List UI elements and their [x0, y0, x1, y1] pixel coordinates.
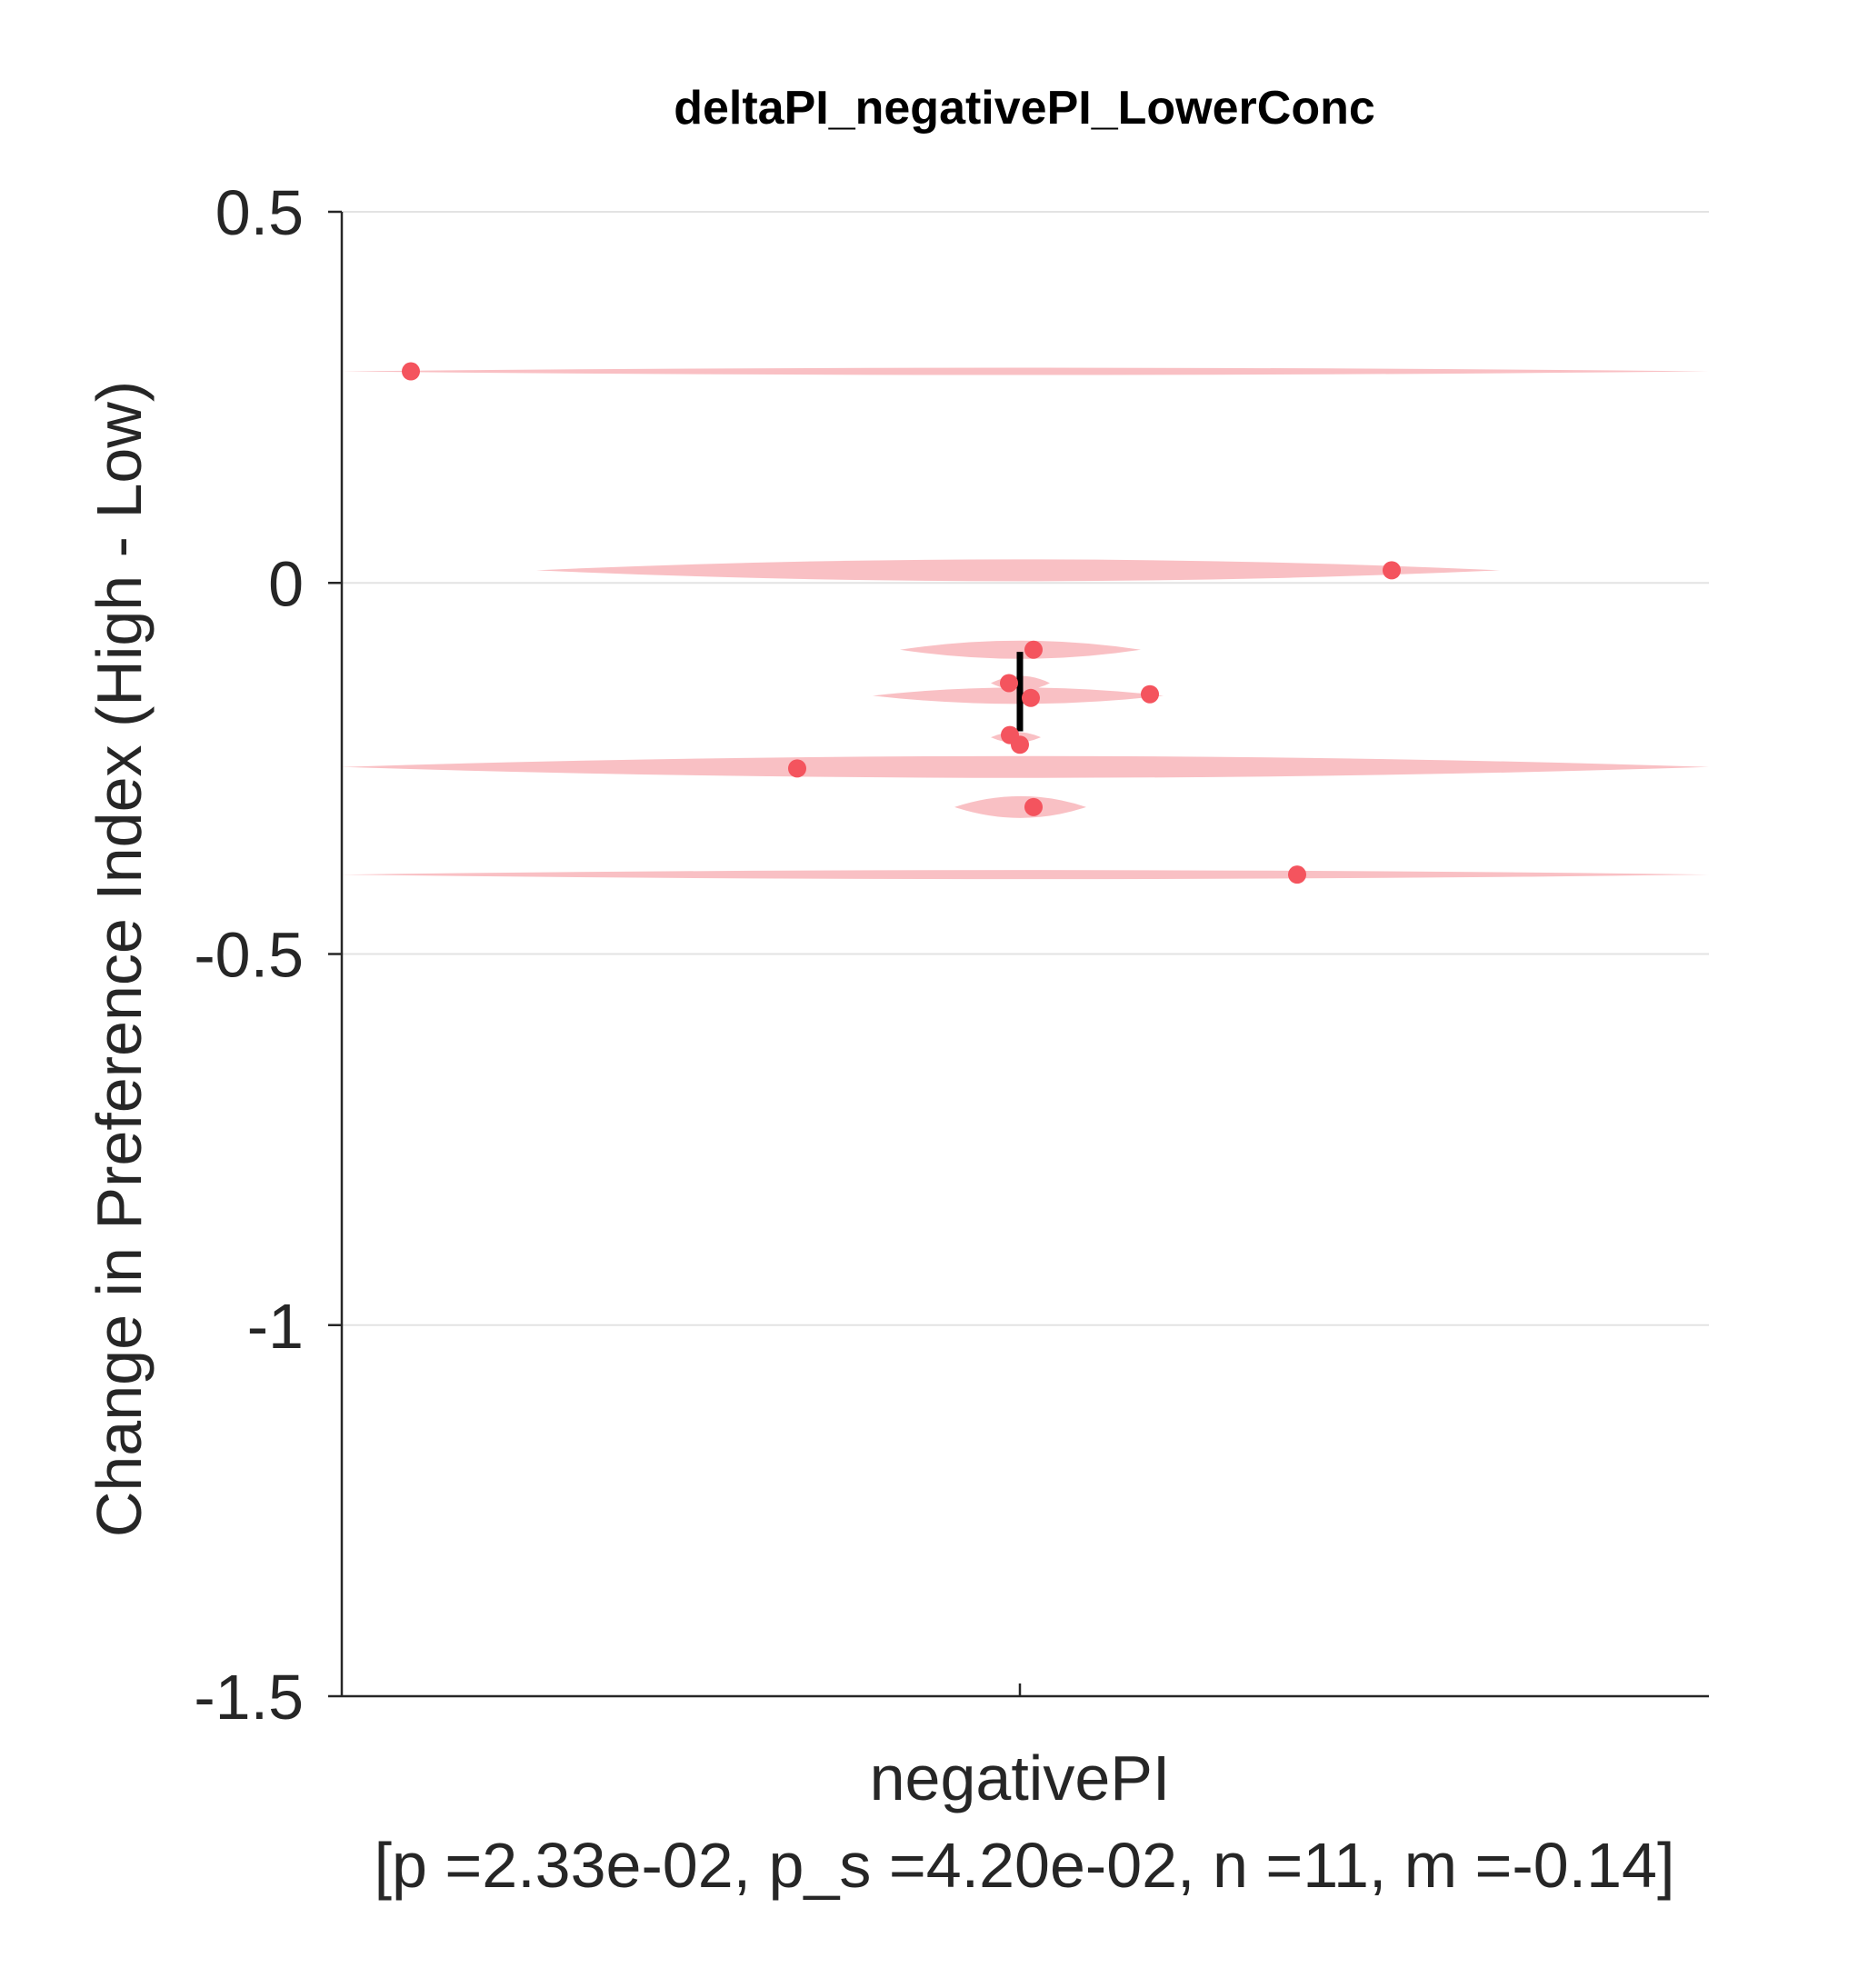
x-category-label: negativePI [870, 1743, 1171, 1813]
data-points [402, 362, 1401, 884]
y-tick-label: 0.5 [215, 177, 304, 248]
x-stats-label: [p =2.33e-02, p_s =4.20e-02, n =11, m =-… [375, 1830, 1675, 1901]
data-point [1024, 640, 1043, 659]
data-point [788, 759, 806, 778]
violin-shape [900, 640, 1141, 659]
violin-shape [536, 559, 1500, 582]
violin-shape [954, 795, 1086, 818]
violin-shapes [342, 367, 1709, 880]
data-point [1383, 561, 1401, 580]
grid-lines [342, 211, 1709, 1326]
violin-shape [342, 755, 1709, 778]
y-axis-label: Change in Preference Index (High - Low) [84, 381, 155, 1537]
y-tick-label: -1.5 [194, 1662, 304, 1733]
data-point [1022, 688, 1040, 707]
data-point [1141, 684, 1159, 704]
data-point [402, 362, 420, 381]
data-point [1024, 797, 1043, 816]
y-axis-ticks: 0.5 0 -0.5 -1 -1.5 [194, 177, 342, 1733]
y-tick-label: -1 [247, 1291, 304, 1362]
data-point [1000, 674, 1018, 693]
violin-shape [342, 870, 1709, 880]
data-point [1011, 735, 1029, 754]
y-tick-label: 0 [268, 548, 304, 619]
data-point [1288, 865, 1306, 884]
y-tick-label: -0.5 [194, 920, 304, 991]
chart-title: deltaPI_negativePI_LowerConc [674, 82, 1375, 135]
violin-shape [342, 367, 1709, 375]
